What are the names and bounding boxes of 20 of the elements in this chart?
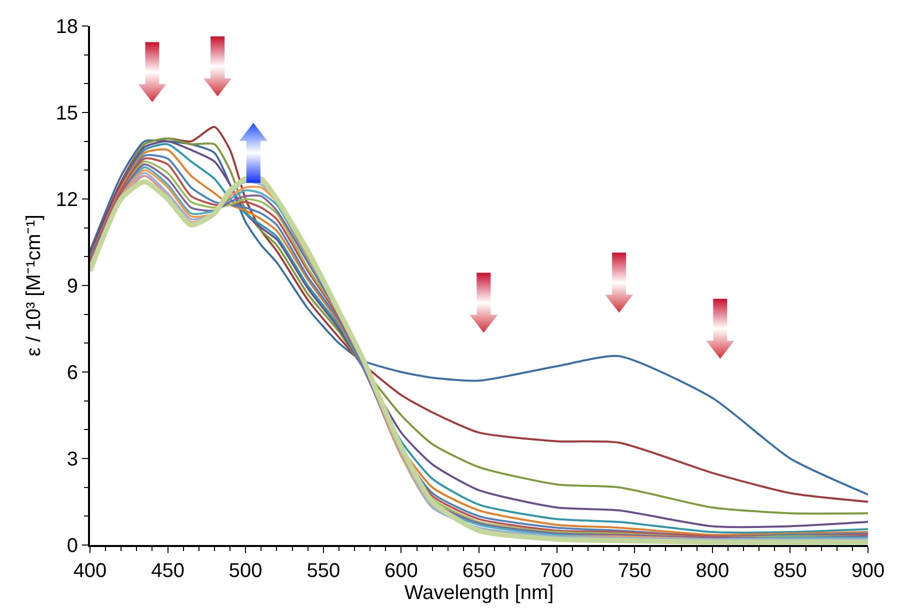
y-axis-title: ε / 10³ [M⁻¹cm⁻¹] (22, 214, 45, 356)
x-tick-label: 400 (73, 560, 107, 582)
x-tick-label: 650 (462, 560, 496, 582)
x-tick-label: 500 (228, 560, 262, 582)
y-tick-label: 9 (66, 276, 78, 298)
x-tick-label: 900 (851, 560, 885, 582)
x-tick-label: 550 (306, 560, 340, 582)
x-tick-label: 750 (618, 560, 652, 582)
x-tick-label: 600 (384, 560, 418, 582)
y-tick-label: 3 (66, 448, 78, 470)
x-tick-label: 700 (540, 560, 574, 582)
y-tick-label: 6 (66, 362, 78, 384)
x-tick-label: 850 (774, 560, 807, 582)
x-tick-label: 450 (151, 560, 184, 582)
y-tick-label: 12 (56, 189, 78, 211)
y-tick-label: 15 (56, 102, 78, 124)
y-tick-label: 0 (66, 535, 78, 557)
x-tick-label: 800 (696, 560, 730, 582)
y-tick-label: 18 (56, 16, 78, 38)
x-axis-title: Wavelength [nm] (404, 582, 554, 604)
